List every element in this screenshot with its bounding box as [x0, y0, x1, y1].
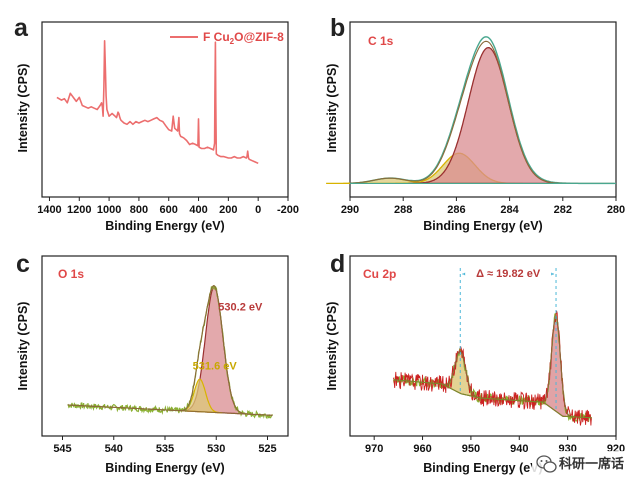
delta-energy-label: Δ ≈ 19.82 eV: [476, 268, 541, 280]
cu2p-baseline-line: [393, 379, 592, 419]
panel-b-plot: [326, 36, 616, 185]
panel-c-ticks: 545 540 535 530 525: [53, 436, 277, 455]
panel-a-xtick-label: 1200: [67, 204, 91, 216]
panel-b-xtick-label: 282: [554, 204, 572, 216]
panel-letter-a: a: [14, 14, 29, 42]
panel-letter-c: c: [16, 250, 30, 278]
panel-b-xtick-label: 288: [394, 204, 412, 216]
peak-label-530-2: 530.2 eV: [218, 302, 263, 314]
panel-d-annotations: Δ ≈ 19.82 eV: [459, 264, 557, 412]
panel-c-xtick-label: 540: [105, 443, 123, 455]
panel-c-plot: [67, 284, 273, 420]
legend-label: F Cu2O@ZIF-8: [203, 30, 284, 46]
panel-d-xtick-label: 950: [462, 443, 480, 455]
wechat-icon: [536, 455, 557, 473]
panel-b-title: C 1s: [368, 34, 394, 48]
panel-b-xtick-label: 284: [500, 204, 519, 216]
panel-c-xtick-label: 525: [258, 443, 276, 455]
panel-a: a 1400 1200 1000 800 600 400 200 0 -200 F Cu2O@Z…: [14, 14, 299, 233]
panel-d-title: Cu 2p: [363, 267, 396, 281]
panel-a-xtick-label: 1400: [37, 204, 61, 216]
panel-c-annotations: 530.2 eV 531.6 eV: [193, 302, 263, 373]
panel-b-xtick-label: 286: [447, 204, 465, 216]
panel-a-xtick-label: 0: [255, 204, 261, 216]
survey-spectrum-line: [56, 40, 259, 165]
panel-d-plot: [392, 310, 592, 426]
panel-c-xtick-label: 535: [156, 443, 174, 455]
panel-d-frame: [349, 255, 617, 437]
y-axis-label-d: Intensity (CPS): [325, 302, 339, 391]
panel-a-xtick-label: 1000: [97, 204, 121, 216]
panel-a-xtick-label: 400: [189, 204, 207, 216]
y-axis-label-a: Intensity (CPS): [16, 64, 30, 153]
panel-a-ticks: 1400 1200 1000 800 600 400 200 0 -200: [37, 197, 299, 216]
panel-b: b 290 288 286 284 282 280 C 1s Binding Energy…: [325, 14, 625, 233]
o1s-baseline-line: [67, 404, 273, 416]
y-axis-label-b: Intensity (CPS): [325, 64, 339, 153]
x-axis-label-b: Binding Energy (eV): [423, 219, 542, 233]
panel-d-xtick-label: 940: [510, 443, 528, 455]
peak-label-531-6: 531.6 eV: [193, 361, 238, 373]
panel-d-xtick-label: 970: [365, 443, 383, 455]
watermark-text: 科研一席话: [559, 456, 624, 471]
panel-letter-b: b: [330, 14, 345, 42]
x-axis-label-c: Binding Energy (eV): [105, 461, 224, 475]
delta-label-backing: [465, 264, 552, 280]
c-c-peak-fill: [408, 46, 569, 185]
y-axis-label-c: Intensity (CPS): [16, 302, 30, 391]
panel-d-xtick-label: 960: [413, 443, 431, 455]
panel-a-xtick-label: 600: [160, 204, 178, 216]
x-axis-label-a: Binding Energy (eV): [105, 219, 224, 233]
panel-a-frame: [41, 21, 289, 198]
panel-b-ticks: 290 288 286 284 282 280: [341, 197, 625, 216]
panel-a-xtick-label: 800: [130, 204, 148, 216]
panel-d: d 970 960 950 940 930 920 Cu 2p Δ ≈ 19.82 eV …: [325, 250, 625, 475]
watermark: 科研一席话: [532, 451, 638, 475]
panel-a-plot: [56, 40, 259, 165]
x-axis-label-d: Binding Energy (eV): [423, 461, 542, 475]
panel-letter-d: d: [330, 250, 345, 278]
panel-b-xtick-label: 280: [607, 204, 625, 216]
panel-a-xtick-label: 200: [219, 204, 237, 216]
panel-b-frame: [349, 21, 617, 198]
watermark-backing: [532, 451, 638, 475]
panel-c-xtick-label: 530: [207, 443, 225, 455]
panel-a-xtick-label: -200: [277, 204, 299, 216]
panel-c-title: O 1s: [58, 267, 84, 281]
panel-b-xtick-label: 290: [341, 204, 359, 216]
panel-c-xtick-label: 545: [53, 443, 71, 455]
